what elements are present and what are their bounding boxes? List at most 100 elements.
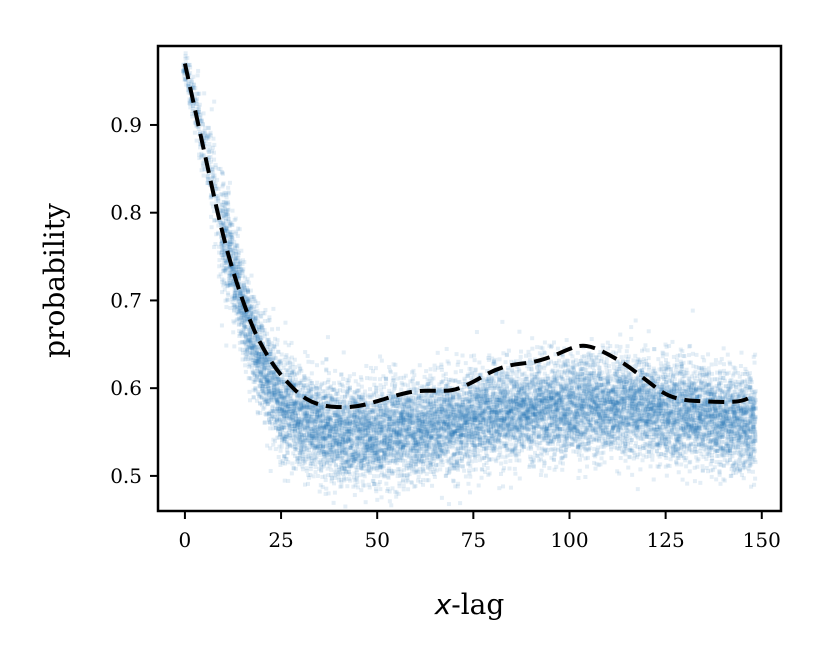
scatter-point	[231, 308, 236, 313]
scatter-point	[243, 347, 248, 352]
scatter-point	[257, 383, 262, 388]
scatter-point	[258, 371, 263, 376]
scatter-point	[271, 414, 276, 419]
scatter-point	[193, 97, 198, 102]
scatter-point	[257, 364, 262, 369]
scatter-point	[247, 389, 252, 394]
scatter-point	[223, 270, 228, 275]
scatter-point	[275, 392, 280, 397]
scatter-point	[246, 332, 251, 337]
scatter-point	[233, 264, 238, 269]
scatter-point	[255, 356, 260, 361]
scatter-point	[362, 389, 367, 394]
scatter-point	[343, 459, 348, 464]
scatter-point	[271, 416, 276, 421]
scatter-point	[300, 387, 305, 392]
scatter-point	[246, 337, 251, 342]
scatter-point	[373, 407, 378, 412]
scatter-point	[374, 394, 379, 399]
scatter-point	[239, 320, 244, 325]
scatter-point	[199, 118, 204, 123]
scatter-point	[268, 352, 273, 357]
scatter-point	[253, 354, 258, 359]
scatter-point	[254, 321, 259, 326]
scatter-point	[235, 306, 240, 311]
scatter-point	[238, 290, 243, 295]
scatter-point	[247, 331, 252, 336]
scatter-point	[202, 167, 207, 172]
scatter-point	[239, 311, 244, 316]
scatter-point	[246, 299, 251, 304]
scatter-point	[313, 461, 318, 466]
scatter-point	[272, 392, 277, 397]
scatter-point	[245, 277, 250, 282]
scatter-point	[246, 307, 251, 312]
scatter-point	[254, 349, 259, 354]
scatter-point	[266, 378, 271, 383]
scatter-point	[267, 419, 272, 424]
scatter-point	[267, 359, 272, 364]
scatter-point	[190, 80, 195, 85]
scatter-point	[259, 396, 264, 401]
scatter-point	[269, 390, 274, 395]
scatter-point	[253, 386, 258, 391]
scatter-point	[266, 396, 271, 401]
scatter-point	[243, 334, 248, 339]
scatter-point	[272, 388, 277, 393]
scatter-point	[240, 306, 245, 311]
scatter-point	[218, 166, 223, 171]
scatter-point	[352, 493, 357, 498]
scatter-point	[251, 343, 256, 348]
scatter-point	[228, 268, 233, 273]
scatter-point	[237, 302, 242, 307]
scatter-point	[270, 327, 275, 332]
scatter-point	[251, 388, 256, 393]
scatter-point	[212, 184, 217, 189]
scatter-point	[239, 309, 244, 314]
scatter-point	[225, 267, 230, 272]
scatter-point	[191, 82, 196, 87]
scatter-point	[279, 379, 284, 384]
scatter-point	[260, 384, 265, 389]
scatter-point	[209, 176, 214, 181]
scatter-point	[244, 347, 249, 352]
scatter-point	[223, 216, 228, 221]
scatter-point	[244, 335, 249, 340]
scatter-point	[188, 98, 193, 103]
scatter-point	[228, 265, 233, 270]
scatter-point	[254, 328, 259, 333]
scatter-point	[249, 305, 254, 310]
scatter-point	[365, 376, 370, 381]
scatter-point	[219, 236, 224, 241]
scatter-point	[275, 398, 280, 403]
scatter-point	[258, 314, 263, 319]
scatter-point	[272, 395, 277, 400]
scatter-point	[205, 181, 210, 186]
scatter-point	[270, 392, 275, 397]
scatter-point	[195, 124, 200, 129]
scatter-point	[259, 394, 264, 399]
scatter-point	[272, 374, 277, 379]
scatter-point	[275, 338, 280, 343]
scatter-point	[240, 269, 245, 274]
scatter-point	[248, 325, 253, 330]
scatter-point	[222, 248, 227, 253]
scatter-point	[289, 393, 294, 398]
scatter-point	[252, 369, 257, 374]
scatter-point	[278, 432, 283, 437]
scatter-point	[221, 266, 226, 271]
scatter-point	[379, 495, 384, 500]
scatter-point	[225, 297, 230, 302]
scatter-point	[301, 377, 306, 382]
scatter-point	[266, 370, 271, 375]
scatter-point	[250, 352, 255, 357]
scatter-point	[260, 381, 265, 386]
scatter-point	[280, 407, 285, 412]
scatter-point	[256, 357, 261, 362]
scatter-point	[260, 389, 265, 394]
scatter-point	[240, 258, 245, 263]
scatter-point	[186, 90, 191, 95]
scatter-point	[352, 372, 357, 377]
scatter-point	[230, 271, 235, 276]
scatter-point	[206, 134, 211, 139]
